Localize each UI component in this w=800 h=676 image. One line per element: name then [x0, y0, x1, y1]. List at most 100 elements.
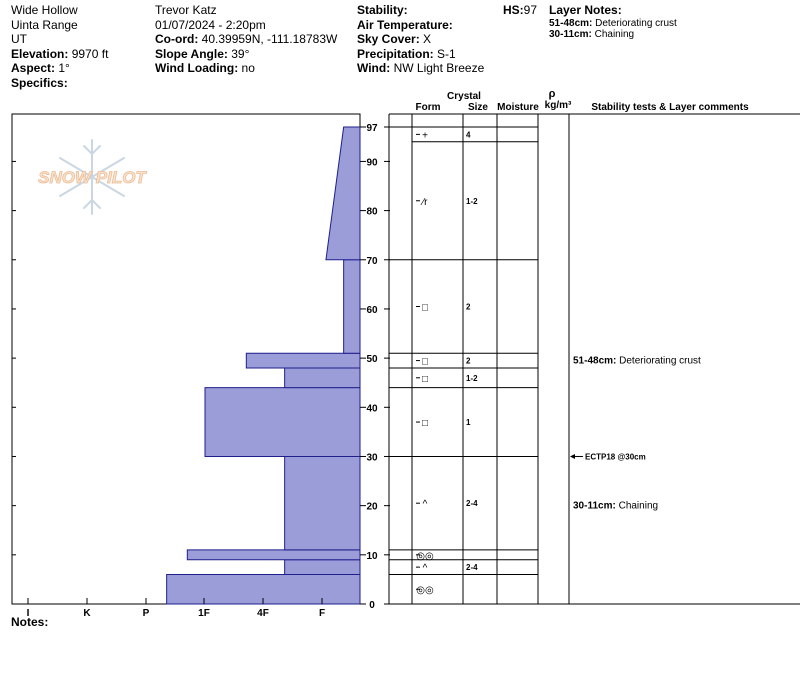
stability-label: Stability:	[357, 3, 408, 17]
hardness-label-P: P	[143, 608, 150, 619]
crystal-size-9: 2-4	[466, 563, 478, 572]
hardness-bar-6	[284, 367, 361, 389]
layer-note-2-range: 30-11cm:	[549, 28, 592, 40]
layer-notes: Layer Notes: 51-48cm: Deteriorating crus…	[549, 3, 677, 40]
notes-row: Notes:	[11, 615, 48, 630]
comments-header: Stability tests & Layer comments	[591, 102, 749, 113]
sky-label: Sky Cover:	[357, 32, 420, 47]
height-label-60: 60	[366, 305, 378, 316]
hs-row: HS:97	[503, 3, 537, 18]
observation-datetime: 01/07/2024 - 2:20pm	[155, 17, 266, 32]
hs-label: HS:	[503, 3, 524, 17]
height-label-80: 80	[366, 207, 378, 218]
form-header: Form	[416, 102, 441, 113]
observer-name: Trevor Katz	[155, 3, 217, 17]
slope-label: Slope Angle:	[155, 46, 228, 61]
layer-comment-text-2: Chaining	[616, 501, 658, 512]
slope-row: Slope Angle: 39°	[155, 47, 337, 62]
crystal-form-1: +	[422, 130, 428, 141]
layer-note-2-text: Chaining	[594, 28, 635, 40]
hardness-bar-8	[343, 259, 361, 354]
wind-loading-label: Wind Loading:	[155, 61, 239, 76]
crystal-size-4: 2	[466, 357, 471, 366]
snowpilot-logo-text: SNOW PILOT	[38, 168, 147, 187]
location: Wide Hollow	[11, 3, 78, 17]
conditions-info: Stability: Air Temperature: Sky Cover: X…	[357, 3, 484, 76]
crystal-form-2: ⁄r	[420, 197, 429, 208]
aspect-label: Aspect:	[11, 61, 56, 76]
coord-label: Co-ord:	[155, 32, 199, 47]
air-temp-row: Air Temperature:	[357, 18, 484, 33]
layer-comment-1: 51-48cm: Deteriorating crust	[573, 356, 701, 367]
air-temp-label: Air Temperature:	[357, 17, 453, 32]
elevation-value: 9970 ft	[71, 46, 109, 61]
specifics-label: Specifics:	[11, 75, 68, 90]
sky-value: X	[423, 32, 432, 47]
height-label-50: 50	[366, 354, 378, 365]
crystal-form-3: □	[422, 302, 428, 313]
wind-loading-row: Wind Loading: no	[155, 61, 337, 76]
layer-table: +4⁄r 1-2□ 2□ 2□ 1-2□ 1^ 2-4◎◎^ 2-4◎◎	[388, 113, 800, 605]
precip-row: Precipitation: S-1	[357, 47, 484, 62]
crystal-form-9: ^	[423, 563, 428, 574]
hardness-bar-9	[325, 126, 361, 261]
hardness-label-I: I	[27, 608, 30, 619]
stability-row: Stability:	[357, 3, 484, 18]
hardness-profile	[166, 126, 361, 605]
height-label-97: 97	[366, 123, 378, 134]
layer-comment-text-1: Deteriorating crust	[616, 356, 701, 367]
state: UT	[11, 32, 27, 47]
layer-note-1-range: 51-48cm:	[549, 17, 593, 29]
height-label-90: 90	[366, 157, 378, 168]
range: Uinta Range	[11, 17, 78, 32]
crystal-size-6: 1	[466, 418, 471, 427]
crystal-form-7: ^	[423, 499, 428, 510]
crystal-form-10: ◎◎	[416, 585, 434, 596]
stability-test-arrowhead-1	[570, 453, 575, 459]
layer-note-1-text: Deteriorating crust	[595, 17, 677, 29]
hardness-bar-4	[284, 455, 361, 551]
hardness-label-F: F	[319, 608, 325, 619]
layer-note-2: 30-11cm: Chaining	[549, 29, 677, 40]
height-label-20: 20	[366, 502, 378, 513]
layer-table-headers: Crystal Form Size Moisture ρ kg/m³ Stabi…	[416, 88, 750, 113]
notes-label: Notes:	[11, 615, 49, 629]
hardness-bar-5	[204, 387, 361, 457]
layer-comment-range-2: 30-11cm:	[573, 501, 616, 512]
slope-value: 39°	[231, 46, 250, 61]
elevation-row: Elevation: 9970 ft	[11, 47, 108, 62]
coord-value: 40.39959N, -111.18783W	[201, 32, 338, 47]
height-label-10: 10	[366, 551, 378, 562]
height-axis: 0 10 20 30 40 50 60 70 80 90 97	[360, 123, 390, 611]
hardness-bar-3	[186, 549, 361, 561]
height-label-70: 70	[366, 256, 378, 267]
precip-label: Precipitation:	[357, 46, 434, 61]
elevation-label: Elevation:	[11, 46, 69, 61]
crystal-form-4: □	[422, 357, 428, 368]
wind-value: NW Light Breeze	[393, 61, 485, 76]
wind-label: Wind:	[357, 61, 391, 76]
hardness-label-4F: 4F	[257, 608, 269, 619]
crystal-size-3: 2	[466, 302, 471, 311]
density-header: kg/m³	[545, 100, 572, 111]
crystal-size-5: 1-2	[466, 374, 478, 383]
layer-comment-range-1: 51-48cm:	[573, 356, 616, 367]
crystal-size-7: 2-4	[466, 499, 478, 508]
crystal-form-8: ◎◎	[416, 551, 434, 562]
stability-test-1: ECTP18 @30cm	[585, 452, 646, 461]
hs-value: 97	[523, 3, 538, 17]
moisture-header: Moisture	[497, 102, 539, 113]
size-header: Size	[468, 102, 488, 113]
height-label-30: 30	[366, 452, 378, 463]
precip-value: S-1	[437, 46, 456, 61]
aspect-value: 1°	[58, 61, 70, 76]
hardness-bar-2	[284, 559, 361, 575]
wind-row: Wind: NW Light Breeze	[357, 61, 484, 76]
layer-notes-title: Layer Notes:	[549, 3, 622, 17]
crystal-size-2: 1-2	[466, 197, 478, 206]
rho-header: ρ	[549, 88, 556, 100]
layer-note-1: 51-48cm: Deteriorating crust	[549, 18, 677, 29]
site-info: Wide Hollow Uinta Range UT Elevation: 99…	[11, 3, 108, 91]
sky-row: Sky Cover: X	[357, 32, 484, 47]
crystal-size-1: 4	[466, 130, 471, 139]
